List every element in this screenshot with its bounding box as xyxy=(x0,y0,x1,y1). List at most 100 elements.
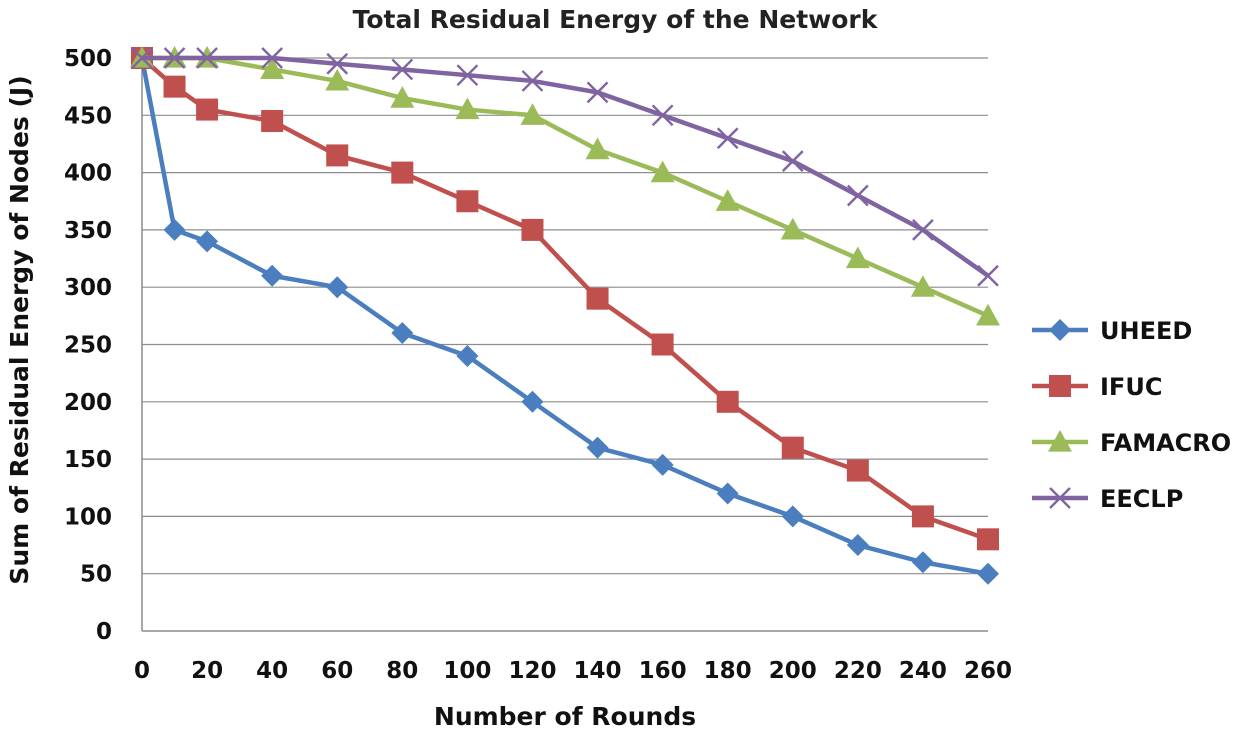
data-point-ifuc xyxy=(586,287,609,310)
data-point-uheed xyxy=(911,551,934,574)
data-point-eeclp xyxy=(456,64,479,87)
data-point-uheed xyxy=(261,264,284,287)
y-tick-labels: 0 50 100 150 200 250 300 350 400 450 500 xyxy=(64,46,112,645)
x-tick-label: 80 xyxy=(386,658,418,684)
x-tick-label: 260 xyxy=(964,658,1012,684)
data-point-eeclp xyxy=(131,47,153,69)
data-point-ifuc xyxy=(261,110,284,133)
x-tick-label: 0 xyxy=(134,658,150,684)
data-point-famacro xyxy=(650,160,675,183)
data-point-ifuc xyxy=(977,528,999,551)
data-point-famacro xyxy=(780,217,805,240)
y-axis-label: Sum of Residual Energy of Nodes (J) xyxy=(5,75,34,584)
legend-marker-eeclp xyxy=(1049,487,1071,509)
legend-label-uheed: UHEED xyxy=(1100,317,1192,345)
y-tick-label: 350 xyxy=(64,218,112,244)
series-line-uheed xyxy=(139,57,989,576)
data-point-eeclp xyxy=(586,81,609,104)
y-tick-label: 0 xyxy=(96,619,112,645)
data-point-eeclp xyxy=(521,70,544,92)
data-point-uheed xyxy=(977,562,999,585)
x-tick-label: 200 xyxy=(769,658,817,684)
x-tick-labels: 0 20 40 60 80 100 120 140 160 180 200 220 240 260 xyxy=(134,658,1012,684)
legend-marker-famacro xyxy=(1048,430,1072,452)
legend: UHEED IFUC FAMACRO EECLP xyxy=(1032,317,1231,513)
data-point-famacro xyxy=(390,86,415,108)
y-tick-label: 400 xyxy=(64,161,112,187)
data-point-eeclp xyxy=(977,264,999,287)
x-tick-label: 140 xyxy=(574,658,622,684)
chart-title: Total Residual Energy of the Network xyxy=(353,5,879,34)
x-tick-label: 240 xyxy=(899,658,947,684)
y-tick-label: 500 xyxy=(64,46,112,72)
data-point-eeclp xyxy=(651,104,674,127)
x-tick-label: 160 xyxy=(639,658,687,684)
x-tick-label: 60 xyxy=(321,658,353,684)
data-point-eeclp xyxy=(391,58,414,81)
legend-label-famacro: FAMACRO xyxy=(1100,429,1231,457)
y-tick-label: 50 xyxy=(80,562,112,588)
data-point-uheed xyxy=(196,230,219,253)
x-tick-label: 40 xyxy=(256,658,288,684)
data-point-uheed xyxy=(781,505,804,528)
data-point-ifuc xyxy=(391,161,414,184)
x-tick-label: 120 xyxy=(508,658,556,684)
data-point-famacro xyxy=(585,137,610,160)
series-ifuc xyxy=(131,47,999,551)
data-point-famacro xyxy=(976,303,1000,326)
data-point-uheed xyxy=(586,436,609,459)
series-eeclp xyxy=(131,47,999,287)
x-axis-label: Number of Rounds xyxy=(434,702,696,731)
y-tick-label: 200 xyxy=(64,390,112,416)
legend-marker-ifuc xyxy=(1049,375,1071,397)
data-point-ifuc xyxy=(716,390,739,413)
y-tick-label: 150 xyxy=(64,447,112,473)
data-point-uheed xyxy=(456,344,479,367)
axes xyxy=(141,58,988,632)
y-tick-label: 250 xyxy=(64,333,112,359)
series-line-eeclp xyxy=(142,55,990,278)
data-point-ifuc xyxy=(163,75,186,98)
data-point-famacro xyxy=(845,246,870,269)
data-point-ifuc xyxy=(326,144,349,167)
data-point-uheed xyxy=(846,534,869,557)
y-tick-label: 100 xyxy=(64,504,112,530)
legend-entry-eeclp: EECLP xyxy=(1032,485,1183,513)
data-point-eeclp xyxy=(846,184,869,207)
y-tick-label: 450 xyxy=(64,103,112,129)
gridlines xyxy=(142,57,988,575)
legend-entry-famacro: FAMACRO xyxy=(1032,429,1231,457)
data-point-eeclp xyxy=(716,127,739,150)
legend-entry-ifuc: IFUC xyxy=(1032,373,1162,401)
data-point-famacro xyxy=(260,57,285,80)
data-point-ifuc xyxy=(196,98,219,121)
legend-label-ifuc: IFUC xyxy=(1100,373,1162,401)
series-lines xyxy=(130,46,1000,585)
data-point-famacro xyxy=(520,103,545,125)
data-point-ifuc xyxy=(521,218,544,241)
data-point-famacro xyxy=(910,275,935,297)
data-point-eeclp xyxy=(163,47,186,69)
y-tick-label: 300 xyxy=(64,275,112,301)
legend-entry-uheed: UHEED xyxy=(1032,317,1192,345)
data-point-eeclp xyxy=(326,52,349,75)
data-point-uheed xyxy=(716,482,739,505)
legend-marker-uheed xyxy=(1049,319,1071,341)
data-point-uheed xyxy=(521,390,544,413)
data-point-famacro xyxy=(325,68,350,91)
data-point-famacro xyxy=(455,97,480,120)
data-point-eeclp xyxy=(261,47,284,69)
data-point-famacro xyxy=(715,189,740,211)
data-point-ifuc xyxy=(781,436,804,459)
data-point-uheed xyxy=(326,276,349,299)
x-tick-label: 20 xyxy=(191,658,223,684)
data-point-ifuc xyxy=(456,190,479,213)
data-point-ifuc xyxy=(651,333,674,356)
x-tick-label: 180 xyxy=(704,658,752,684)
data-point-ifuc xyxy=(911,505,934,528)
x-tick-label: 100 xyxy=(443,658,491,684)
data-point-ifuc xyxy=(846,459,869,482)
data-point-uheed xyxy=(651,453,674,476)
data-point-eeclp xyxy=(781,150,804,172)
